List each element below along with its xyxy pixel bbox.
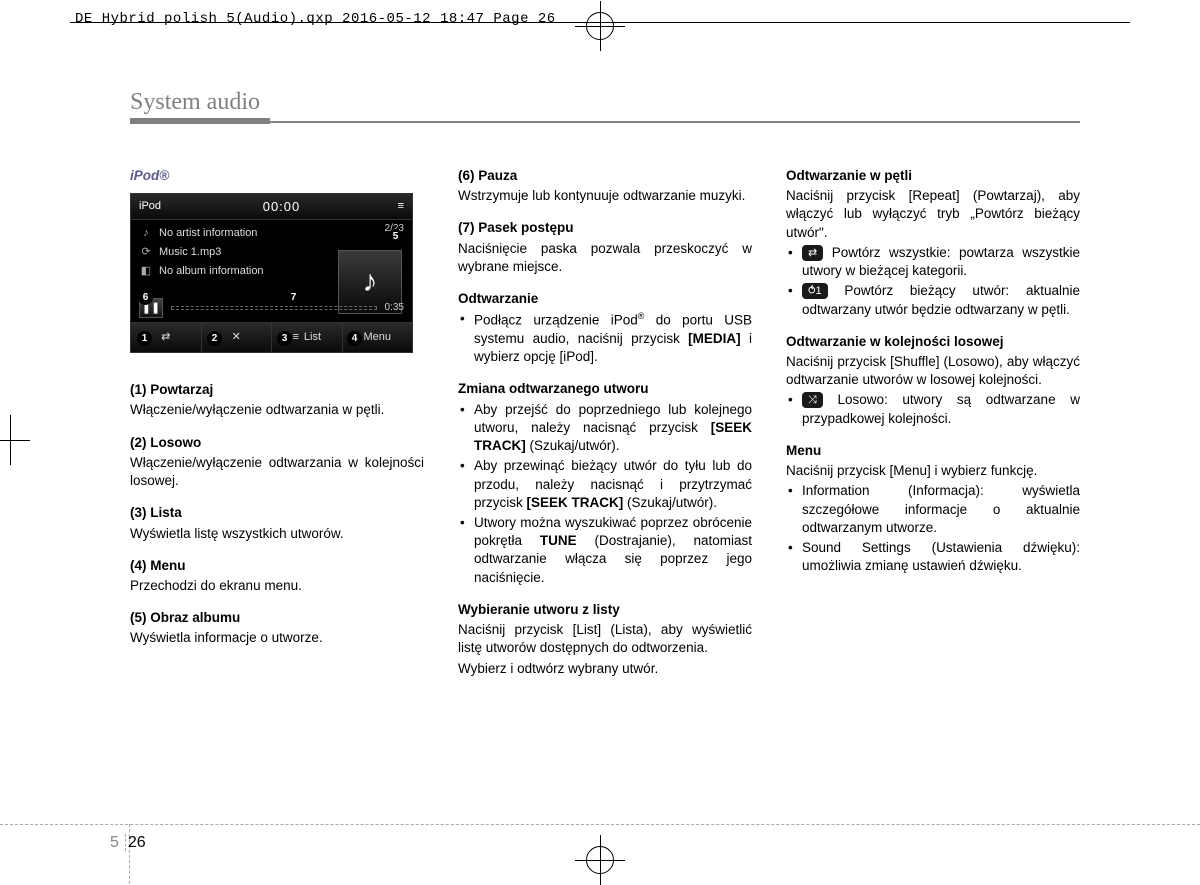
menu-p: Naciśnij przycisk [Menu] i wybierz funkc… bbox=[786, 462, 1080, 480]
petla-item-1: ⇄ Powtórz wszystkie: powtarza wszystkie … bbox=[786, 244, 1080, 280]
petla-p: Naciśnij przycisk [Repeat] (Powtarzaj), … bbox=[786, 187, 1080, 242]
wyb-p1: Naciśnij przycisk [List] (Lista), aby wy… bbox=[458, 621, 752, 657]
repeat-icon: ⇄ bbox=[161, 330, 170, 345]
zm-item-2: Aby przewinąć bieżący utwór do tyłu lub … bbox=[458, 457, 752, 512]
s3-body: Wyświetla listę wszystkich utworów. bbox=[130, 525, 424, 543]
registration-bottom-v bbox=[600, 835, 601, 885]
album-icon: ◧ bbox=[139, 264, 153, 279]
footer-dotted-rule bbox=[0, 824, 1200, 825]
s1-head: (1) Powtarzaj bbox=[130, 381, 424, 399]
page-title: System audio bbox=[130, 89, 260, 116]
menu-item-2: Sound Settings (Ustawienia dźwięku): umo… bbox=[786, 539, 1080, 575]
progress-bar bbox=[171, 306, 377, 310]
device-menu-icon: ≡ bbox=[364, 199, 404, 214]
title-rule-thin bbox=[270, 121, 1080, 123]
column-3: Odtwarzanie w pętli Naciśnij przycisk [R… bbox=[786, 167, 1080, 678]
artist-text: No artist information bbox=[159, 226, 257, 241]
s6-head: (6) Pauza bbox=[458, 167, 752, 185]
device-titlebar: iPod 00:00 ≡ bbox=[131, 194, 412, 220]
device-body: 2/23 ♪No artist information ⟳Music 1.mp3… bbox=[131, 220, 412, 281]
page-number-value: 26 bbox=[128, 834, 146, 851]
petla-head: Odtwarzanie w pętli bbox=[786, 167, 1080, 185]
title-rule-thick bbox=[130, 118, 270, 124]
zm-head: Zmiana odtwarzanego utworu bbox=[458, 380, 752, 398]
registration-left-h bbox=[0, 440, 30, 441]
menu-list: Information (Informacja): wyświetla szcz… bbox=[786, 482, 1080, 575]
s2-body: Włączenie/wyłączenie odtwarzania w kolej… bbox=[130, 454, 424, 490]
menu-item-1: Information (Informacja): wyświetla szcz… bbox=[786, 482, 1080, 537]
los-p: Naciśnij przycisk [Shuffle] (Losowo), ab… bbox=[786, 353, 1080, 389]
page-number: 526 bbox=[110, 834, 146, 852]
petla-list: ⇄ Powtórz wszystkie: powtarza wszystkie … bbox=[786, 244, 1080, 319]
wyb-p2: Wybierz i odtwórz wybrany utwór. bbox=[458, 660, 752, 678]
content-columns: iPod® iPod 00:00 ≡ 2/23 ♪No artist infor… bbox=[130, 167, 1080, 678]
los-head: Odtwarzanie w kolejności losowej bbox=[786, 333, 1080, 351]
track-text: Music 1.mp3 bbox=[159, 245, 221, 260]
s2-head: (2) Losowo bbox=[130, 434, 424, 452]
s3-head: (3) Lista bbox=[130, 504, 424, 522]
btn-menu-label: Menu bbox=[363, 330, 391, 345]
page-num-divider bbox=[129, 824, 130, 884]
s4-head: (4) Menu bbox=[130, 557, 424, 575]
chapter-number: 5 bbox=[110, 834, 126, 851]
zm-item-1: Aby przejść do poprzedniego lub kolejneg… bbox=[458, 401, 752, 456]
repeat-one-badge-icon: ⥀1 bbox=[802, 283, 828, 299]
list-label: List bbox=[304, 330, 321, 345]
registration-top-v bbox=[600, 1, 601, 51]
s6-body: Wstrzymuje lub kontynuuje odtwarzanie mu… bbox=[458, 187, 752, 205]
prepress-header: DE Hybrid polish 5(Audio).qxp 2016-05-12… bbox=[75, 11, 556, 27]
repeat-all-badge-icon: ⇄ bbox=[802, 245, 823, 261]
s5-head: (5) Obraz albumu bbox=[130, 609, 424, 627]
odt-list: Podłącz urządzenie iPod® do portu USB sy… bbox=[458, 310, 752, 366]
column-1: iPod® iPod 00:00 ≡ 2/23 ♪No artist infor… bbox=[130, 167, 424, 678]
s7-head: (7) Pasek postępu bbox=[458, 219, 752, 237]
ipod-heading: iPod® bbox=[130, 167, 424, 185]
artist-line: ♪ No artist information bbox=[139, 224, 404, 243]
odt-item-1: Podłącz urządzenie iPod® do portu USB sy… bbox=[458, 310, 752, 366]
shuffle-badge-icon: ⤨ bbox=[802, 392, 823, 408]
column-2: (6) Pauza Wstrzymuje lub kontynuuje odtw… bbox=[458, 167, 752, 678]
s4-body: Przechodzi do ekranu menu. bbox=[130, 577, 424, 595]
device-time: 00:00 bbox=[199, 198, 364, 216]
artist-icon: ♪ bbox=[139, 226, 153, 241]
los-list: ⤨ Losowo: utwory są odtwarzane w przypad… bbox=[786, 391, 1080, 427]
petla-item-2: ⥀1 Powtórz bieżący utwór: aktualnie odtw… bbox=[786, 282, 1080, 318]
album-text: No album information bbox=[159, 264, 264, 279]
s5-body: Wyświetla informacje o utworze. bbox=[130, 629, 424, 647]
zm-item-3: Utwory można wyszukiwać poprzez obróceni… bbox=[458, 514, 752, 587]
list-icon: ≡ bbox=[292, 330, 298, 345]
los-item-1: ⤨ Losowo: utwory są odtwarzane w przypad… bbox=[786, 391, 1080, 427]
track-icon: ⟳ bbox=[139, 245, 153, 260]
device-source: iPod bbox=[139, 199, 199, 214]
s7-body: Naciśnięcie paska pozwala przeskoczyć w … bbox=[458, 240, 752, 276]
zm-list: Aby przejść do poprzedniego lub kolejneg… bbox=[458, 401, 752, 587]
s1-body: Włączenie/wyłączenie odtwarzania w pętli… bbox=[130, 401, 424, 419]
device-controls: ❚❚ 0:35 bbox=[131, 293, 412, 323]
wyb-head: Wybieranie utworu z listy bbox=[458, 601, 752, 619]
device-bottom-bar: ⇄ ✕ ≡ List Menu bbox=[131, 322, 412, 352]
ipod-screen: iPod 00:00 ≡ 2/23 ♪No artist information… bbox=[130, 193, 413, 353]
menu-head: Menu bbox=[786, 442, 1080, 460]
odt-head: Odtwarzanie bbox=[458, 290, 752, 308]
duration: 0:35 bbox=[385, 301, 404, 315]
shuffle-icon: ✕ bbox=[232, 330, 241, 345]
